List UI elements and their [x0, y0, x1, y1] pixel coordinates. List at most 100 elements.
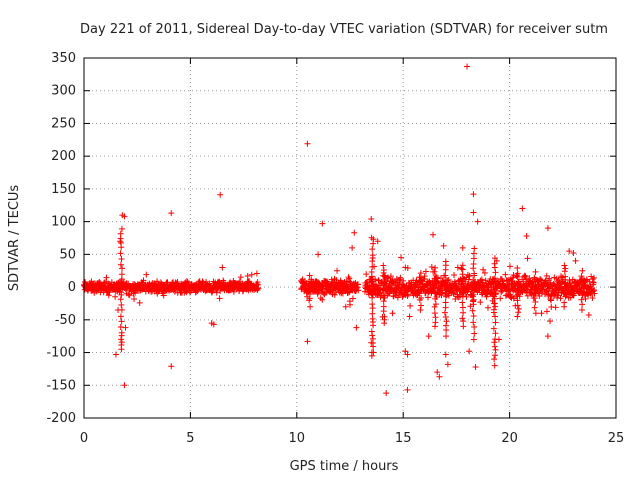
- data-point: [538, 290, 545, 297]
- data-point: [117, 279, 124, 286]
- data-point: [346, 275, 353, 282]
- data-point: [480, 266, 487, 273]
- data-point: [244, 273, 251, 280]
- data-point-outlier: [168, 210, 175, 217]
- x-axis-label: GPS time / hours: [290, 459, 399, 474]
- data-point: [117, 261, 124, 268]
- data-point: [422, 268, 429, 275]
- grid: [84, 58, 616, 418]
- data-point: [471, 270, 478, 277]
- data-point: [417, 280, 424, 287]
- data-point: [471, 324, 478, 331]
- data-point: [514, 270, 521, 277]
- data-point: [492, 313, 499, 320]
- data-point: [126, 292, 133, 299]
- data-point: [523, 276, 530, 283]
- y-tick-label: 150: [51, 182, 76, 197]
- data-point: [490, 306, 497, 313]
- data-point: [442, 272, 449, 279]
- data-point: [118, 283, 125, 290]
- data-point: [118, 339, 125, 346]
- data-point: [492, 290, 499, 297]
- data-point: [253, 270, 260, 277]
- data-point: [306, 297, 313, 304]
- data-point: [515, 309, 522, 316]
- data-point: [369, 258, 376, 265]
- data-point: [579, 290, 586, 297]
- data-point-outlier: [495, 336, 502, 343]
- data-point: [470, 260, 477, 267]
- data-point: [368, 328, 375, 335]
- data-point: [369, 252, 376, 259]
- y-tick-label: -200: [46, 411, 76, 426]
- data-point: [306, 278, 313, 285]
- data-point-outlier: [404, 386, 411, 393]
- data-point-outlier: [544, 333, 551, 340]
- data-point-outlier: [319, 220, 326, 227]
- data-point: [431, 268, 438, 275]
- y-axis-label: SDTVAR / TECUs: [7, 185, 22, 292]
- plot-frame: [83, 57, 617, 419]
- data-point-outlier: [210, 321, 217, 328]
- data-point: [369, 335, 376, 342]
- data-point: [537, 276, 544, 283]
- data-point: [491, 356, 498, 363]
- data-point: [369, 294, 376, 301]
- data-point: [437, 274, 444, 281]
- data-point: [485, 287, 492, 294]
- data-point: [368, 268, 375, 275]
- data-point: [469, 293, 476, 300]
- data-point: [591, 290, 598, 297]
- data-point-outlier: [304, 338, 311, 345]
- data-point: [442, 313, 449, 320]
- y-tick-label: 300: [51, 84, 76, 99]
- data-point: [380, 292, 387, 299]
- data-point: [532, 268, 539, 275]
- data-point: [349, 295, 356, 302]
- data-point-outlier: [464, 63, 471, 70]
- data-point: [377, 294, 384, 301]
- data-point-outlier: [368, 216, 375, 223]
- data-point: [428, 263, 435, 270]
- data-point: [118, 329, 125, 336]
- data-point: [125, 291, 132, 298]
- data-point: [470, 312, 477, 319]
- data-point: [578, 277, 585, 284]
- data-point: [103, 274, 110, 281]
- data-point: [117, 313, 124, 320]
- data-point: [174, 279, 181, 286]
- data-point: [334, 267, 341, 274]
- data-point: [387, 273, 394, 280]
- y-tick-label: 200: [51, 149, 76, 164]
- data-point: [469, 307, 476, 314]
- data-point: [416, 296, 423, 303]
- data-point: [579, 301, 586, 308]
- data-point: [546, 275, 553, 282]
- data-point-outlier: [406, 313, 413, 320]
- data-point: [492, 269, 499, 276]
- data-point: [524, 255, 531, 262]
- data-point: [470, 255, 477, 262]
- data-point: [498, 288, 505, 295]
- data-point: [421, 276, 428, 283]
- data-point: [184, 279, 191, 286]
- data-point: [404, 292, 411, 299]
- data-point: [492, 275, 499, 282]
- y-tick-label: 0: [68, 280, 76, 295]
- x-tick-label: 15: [395, 431, 412, 446]
- data-point: [369, 301, 376, 308]
- data-point: [380, 267, 387, 274]
- data-point: [514, 282, 521, 289]
- data-point: [585, 311, 592, 318]
- data-point: [459, 304, 466, 311]
- data-point: [431, 290, 438, 297]
- data-point: [203, 278, 210, 285]
- data-point: [118, 271, 125, 278]
- data-point: [578, 273, 585, 280]
- data-point: [521, 272, 528, 279]
- data-point: [441, 309, 448, 316]
- y-tick-label: -50: [55, 313, 76, 328]
- data-point: [431, 303, 438, 310]
- data-point: [459, 315, 466, 322]
- data-point: [154, 278, 161, 285]
